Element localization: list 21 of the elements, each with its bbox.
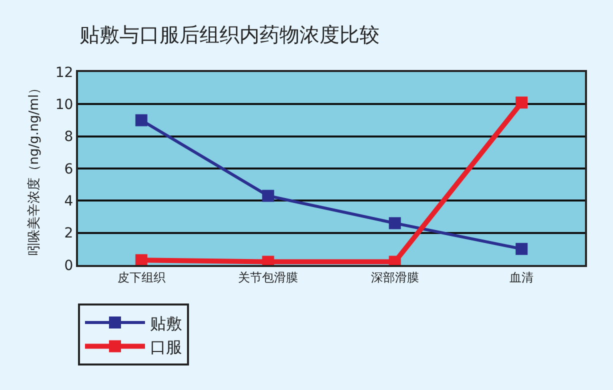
y-axis-title: 吲哚美辛浓度（ng/g.ng/ml） (26, 81, 42, 256)
x-tick-label: 皮下组织 (117, 270, 166, 284)
point (516, 242, 528, 255)
x-tick-label: 深部滑膜 (370, 270, 419, 284)
y-tick-label: 4 (64, 194, 74, 210)
y-tick-label: 10 (55, 97, 74, 114)
y-tick-label: 2 (64, 226, 74, 242)
point (135, 114, 148, 126)
legend-label: 贴敷 (150, 314, 182, 333)
y-tick-label: 12 (55, 64, 74, 81)
chart-title: 贴敷与口服后组织内药物浓度比较 (80, 22, 380, 46)
point (262, 190, 274, 202)
y-tick-label: 8 (64, 129, 74, 146)
point (516, 96, 528, 109)
point (135, 254, 148, 265)
x-tick-label: 血清 (510, 270, 534, 284)
point (388, 217, 401, 230)
legend-label: 口服 (150, 338, 182, 357)
x-tick-label: 关节包滑膜 (238, 270, 298, 284)
y-tick-label: 6 (64, 161, 74, 178)
y-tick-label: 0 (64, 258, 74, 274)
